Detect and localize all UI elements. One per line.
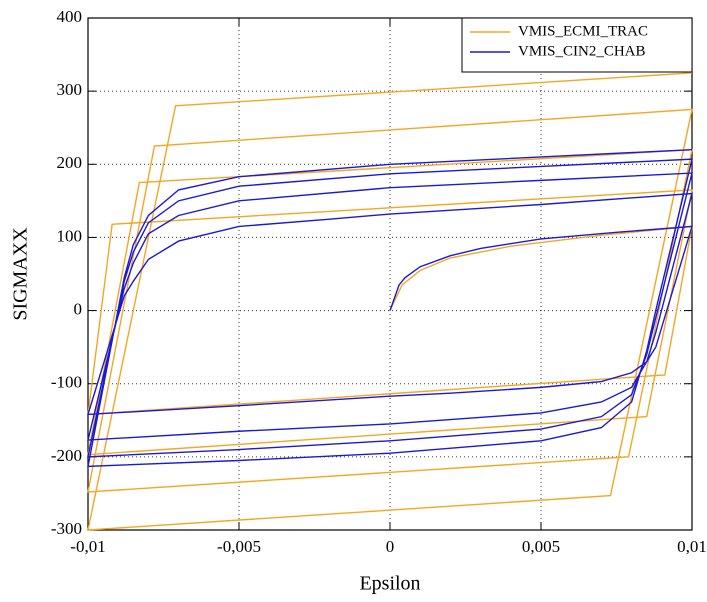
legend-label: VMIS_ECMI_TRAC bbox=[518, 23, 648, 39]
y-tick-label: 200 bbox=[57, 153, 83, 172]
y-tick-label: 300 bbox=[57, 80, 83, 99]
x-tick-label: 0,01 bbox=[677, 537, 707, 556]
x-tick-label: 0 bbox=[386, 537, 395, 556]
plot-frame bbox=[87, 17, 693, 531]
y-tick-label: 100 bbox=[57, 226, 83, 245]
y-tick-label: -100 bbox=[51, 373, 82, 392]
y-tick-label: -300 bbox=[51, 519, 82, 538]
legend-label: VMIS_CIN2_CHAB bbox=[518, 43, 646, 59]
x-axis-label: Epsilon bbox=[359, 573, 420, 595]
y-tick-label: 400 bbox=[57, 7, 83, 26]
x-tick-label: -0,01 bbox=[70, 537, 105, 556]
y-tick-label: 0 bbox=[74, 299, 83, 318]
x-tick-label: 0,005 bbox=[522, 537, 560, 556]
legend-box bbox=[461, 17, 693, 73]
x-tick-label: -0,005 bbox=[217, 537, 261, 556]
y-axis-label: SIGMAXX bbox=[10, 227, 32, 321]
data-line bbox=[87, 72, 693, 531]
data-line bbox=[87, 148, 693, 468]
y-tick-label: -200 bbox=[51, 446, 82, 465]
